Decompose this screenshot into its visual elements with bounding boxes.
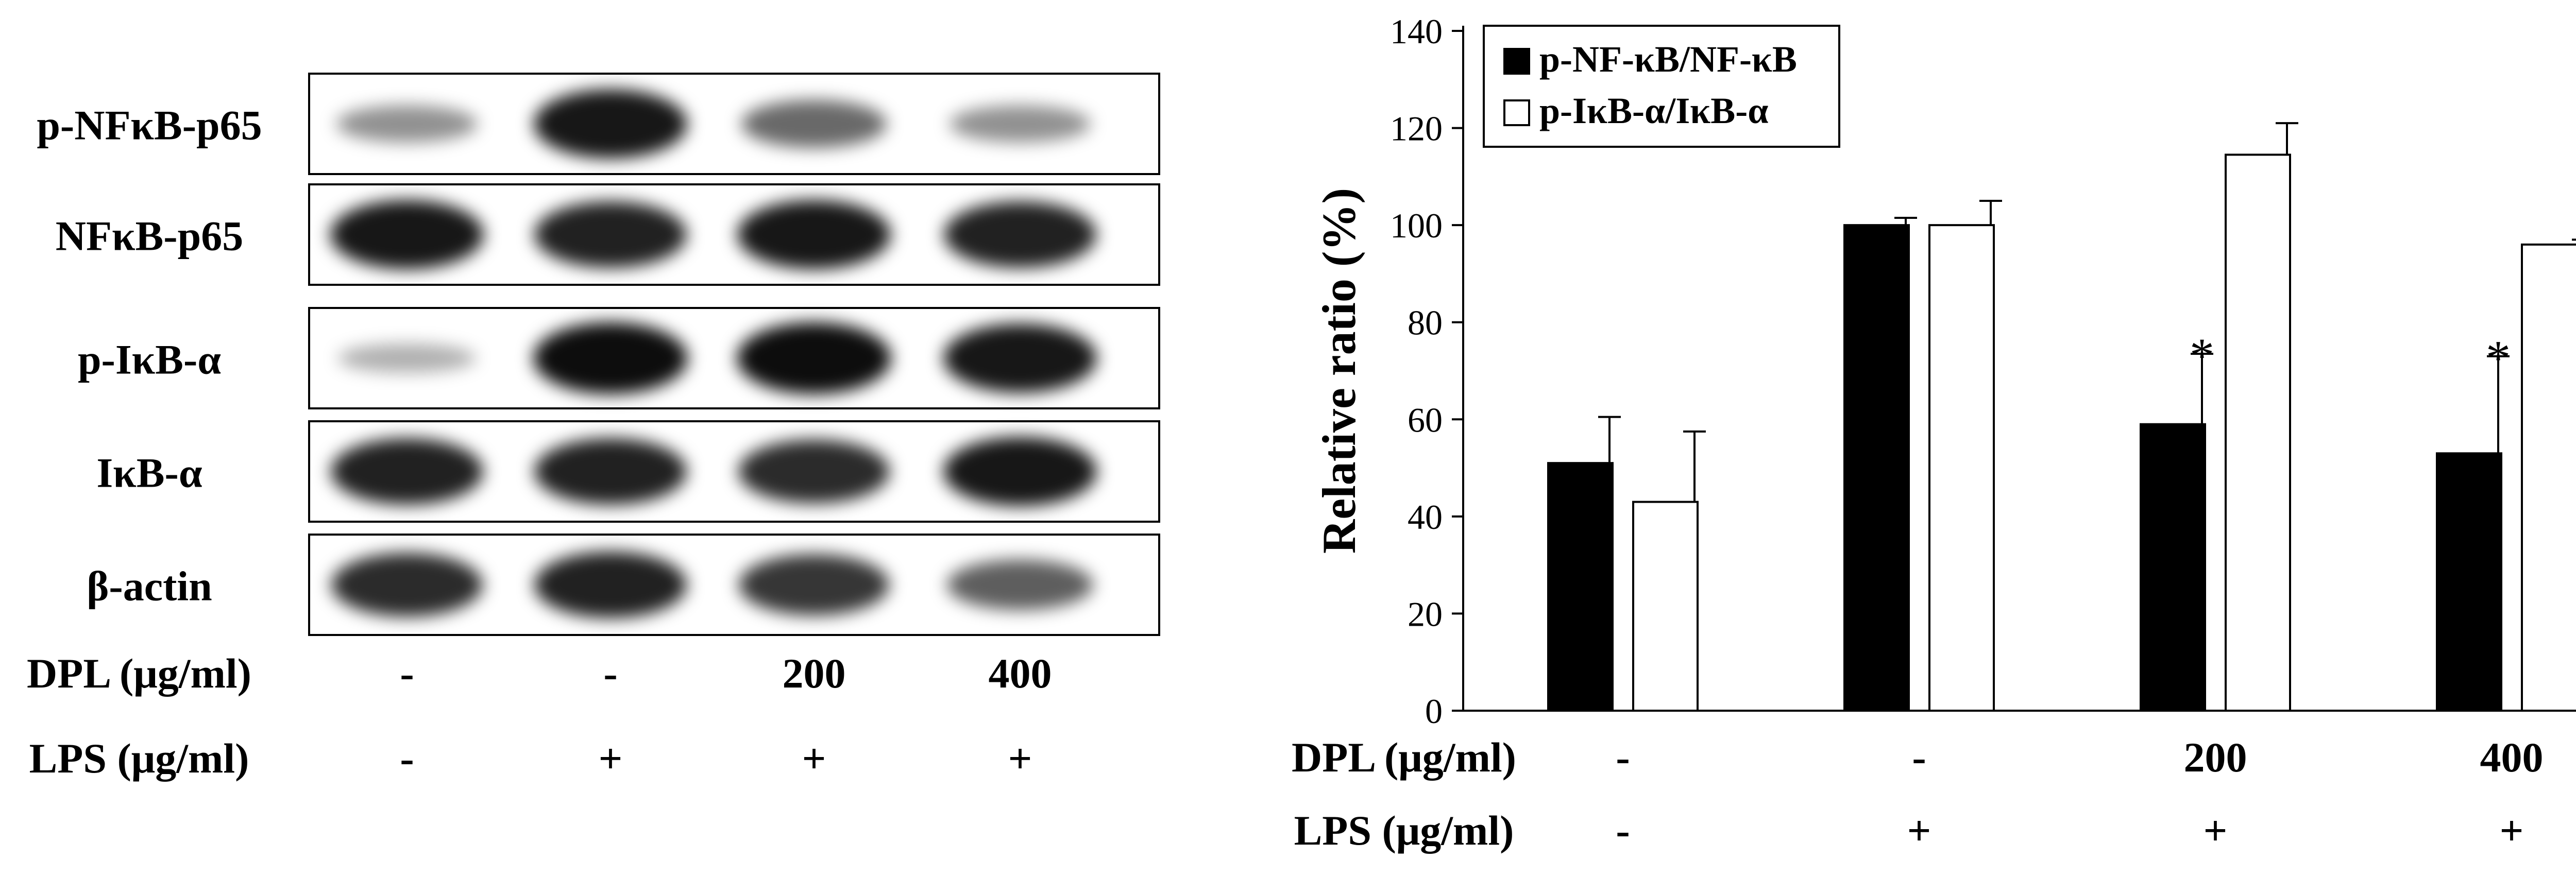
blot-row-label: NFκB-p65 [56, 213, 243, 260]
treatment-value: + [1907, 807, 1931, 854]
blot-band [533, 322, 688, 394]
y-tick-label: 60 [1408, 400, 1443, 439]
blot-band [534, 201, 687, 268]
y-tick-label: 0 [1425, 692, 1443, 731]
bar [2436, 452, 2502, 712]
significance-marker: * [2486, 331, 2511, 386]
blot-band [738, 439, 890, 504]
treatment-value: 400 [989, 650, 1052, 697]
treatment-value: + [802, 735, 826, 782]
significance-marker: * [2190, 328, 2214, 383]
y-tick-label: 80 [1408, 303, 1443, 342]
bar [2521, 243, 2576, 712]
blot-row: p-NFκB-p65 [37, 73, 1160, 175]
treatment-value: - [400, 735, 414, 782]
blot-row: p-IκB-α [78, 307, 1160, 409]
treatment-value: 200 [2184, 734, 2247, 781]
legend-label: p-IκB-α/IκB-α [1539, 90, 1768, 131]
blot-row: IκB-α [96, 420, 1160, 523]
treatment-value: - [1616, 734, 1630, 781]
blot-row-label: p-NFκB-p65 [37, 102, 262, 149]
treatment-value: - [603, 650, 617, 697]
blot-band [950, 105, 1091, 143]
blot-band [534, 551, 687, 619]
y-tick-label: 100 [1390, 206, 1443, 245]
blot-row: β-actin [87, 534, 1160, 636]
treatment-value: + [599, 735, 623, 782]
blot-row-label: β-actin [87, 563, 212, 610]
bar [1843, 224, 1910, 712]
treatment-value: - [1616, 807, 1630, 854]
legend-swatch [1503, 99, 1530, 126]
y-tick-label: 120 [1390, 109, 1443, 148]
blot-row-label: p-IκB-α [78, 336, 221, 383]
blot-band [336, 105, 478, 143]
y-tick-label: 20 [1408, 594, 1443, 633]
treatment-label: LPS (μg/ml) [1294, 807, 1514, 854]
blot-row: NFκB-p65 [56, 183, 1160, 286]
blot-band [338, 343, 476, 373]
blot-band [741, 99, 887, 148]
blot-band [330, 200, 484, 269]
bar [2140, 423, 2206, 712]
bar [2225, 153, 2291, 712]
legend-box [1483, 25, 1840, 148]
y-axis-label: Relative ratio (%) [1313, 188, 1365, 554]
treatment-label: DPL (μg/ml) [1292, 734, 1516, 781]
treatment-label: LPS (μg/ml) [29, 735, 249, 782]
bar [1547, 462, 1614, 712]
treatment-value: - [1912, 734, 1926, 781]
y-tick-label: 40 [1408, 497, 1443, 537]
bar [1928, 224, 1995, 712]
treatment-value: + [2500, 807, 2524, 854]
blot-band [331, 438, 483, 505]
legend-label: p-NF-κB/NF-κB [1539, 39, 1797, 80]
bar [1632, 501, 1699, 712]
blot-band [737, 200, 891, 269]
blot-row-label: IκB-α [96, 450, 202, 496]
treatment-value: - [400, 650, 414, 697]
treatment-label: DPL (μg/ml) [27, 650, 251, 697]
blot-band [737, 322, 891, 394]
blot-band [943, 437, 1097, 506]
treatment-value: 200 [783, 650, 846, 697]
blot-band [534, 438, 687, 505]
legend-swatch [1503, 48, 1530, 75]
blot-band [944, 201, 1096, 268]
treatment-value: + [1008, 735, 1032, 782]
blot-band [739, 554, 889, 616]
blot-band [331, 553, 483, 617]
blot-band [534, 89, 687, 159]
blot-band [943, 323, 1097, 393]
blot-band [947, 559, 1093, 610]
western-blot-panel: p-NFκB-p65 NFκB-p65 p-IκB-α IκB-α β-actin DP… [27, 73, 1160, 782]
treatment-value: 400 [2480, 734, 2544, 781]
y-tick-label: 140 [1390, 12, 1443, 51]
treatment-value: + [2204, 807, 2228, 854]
